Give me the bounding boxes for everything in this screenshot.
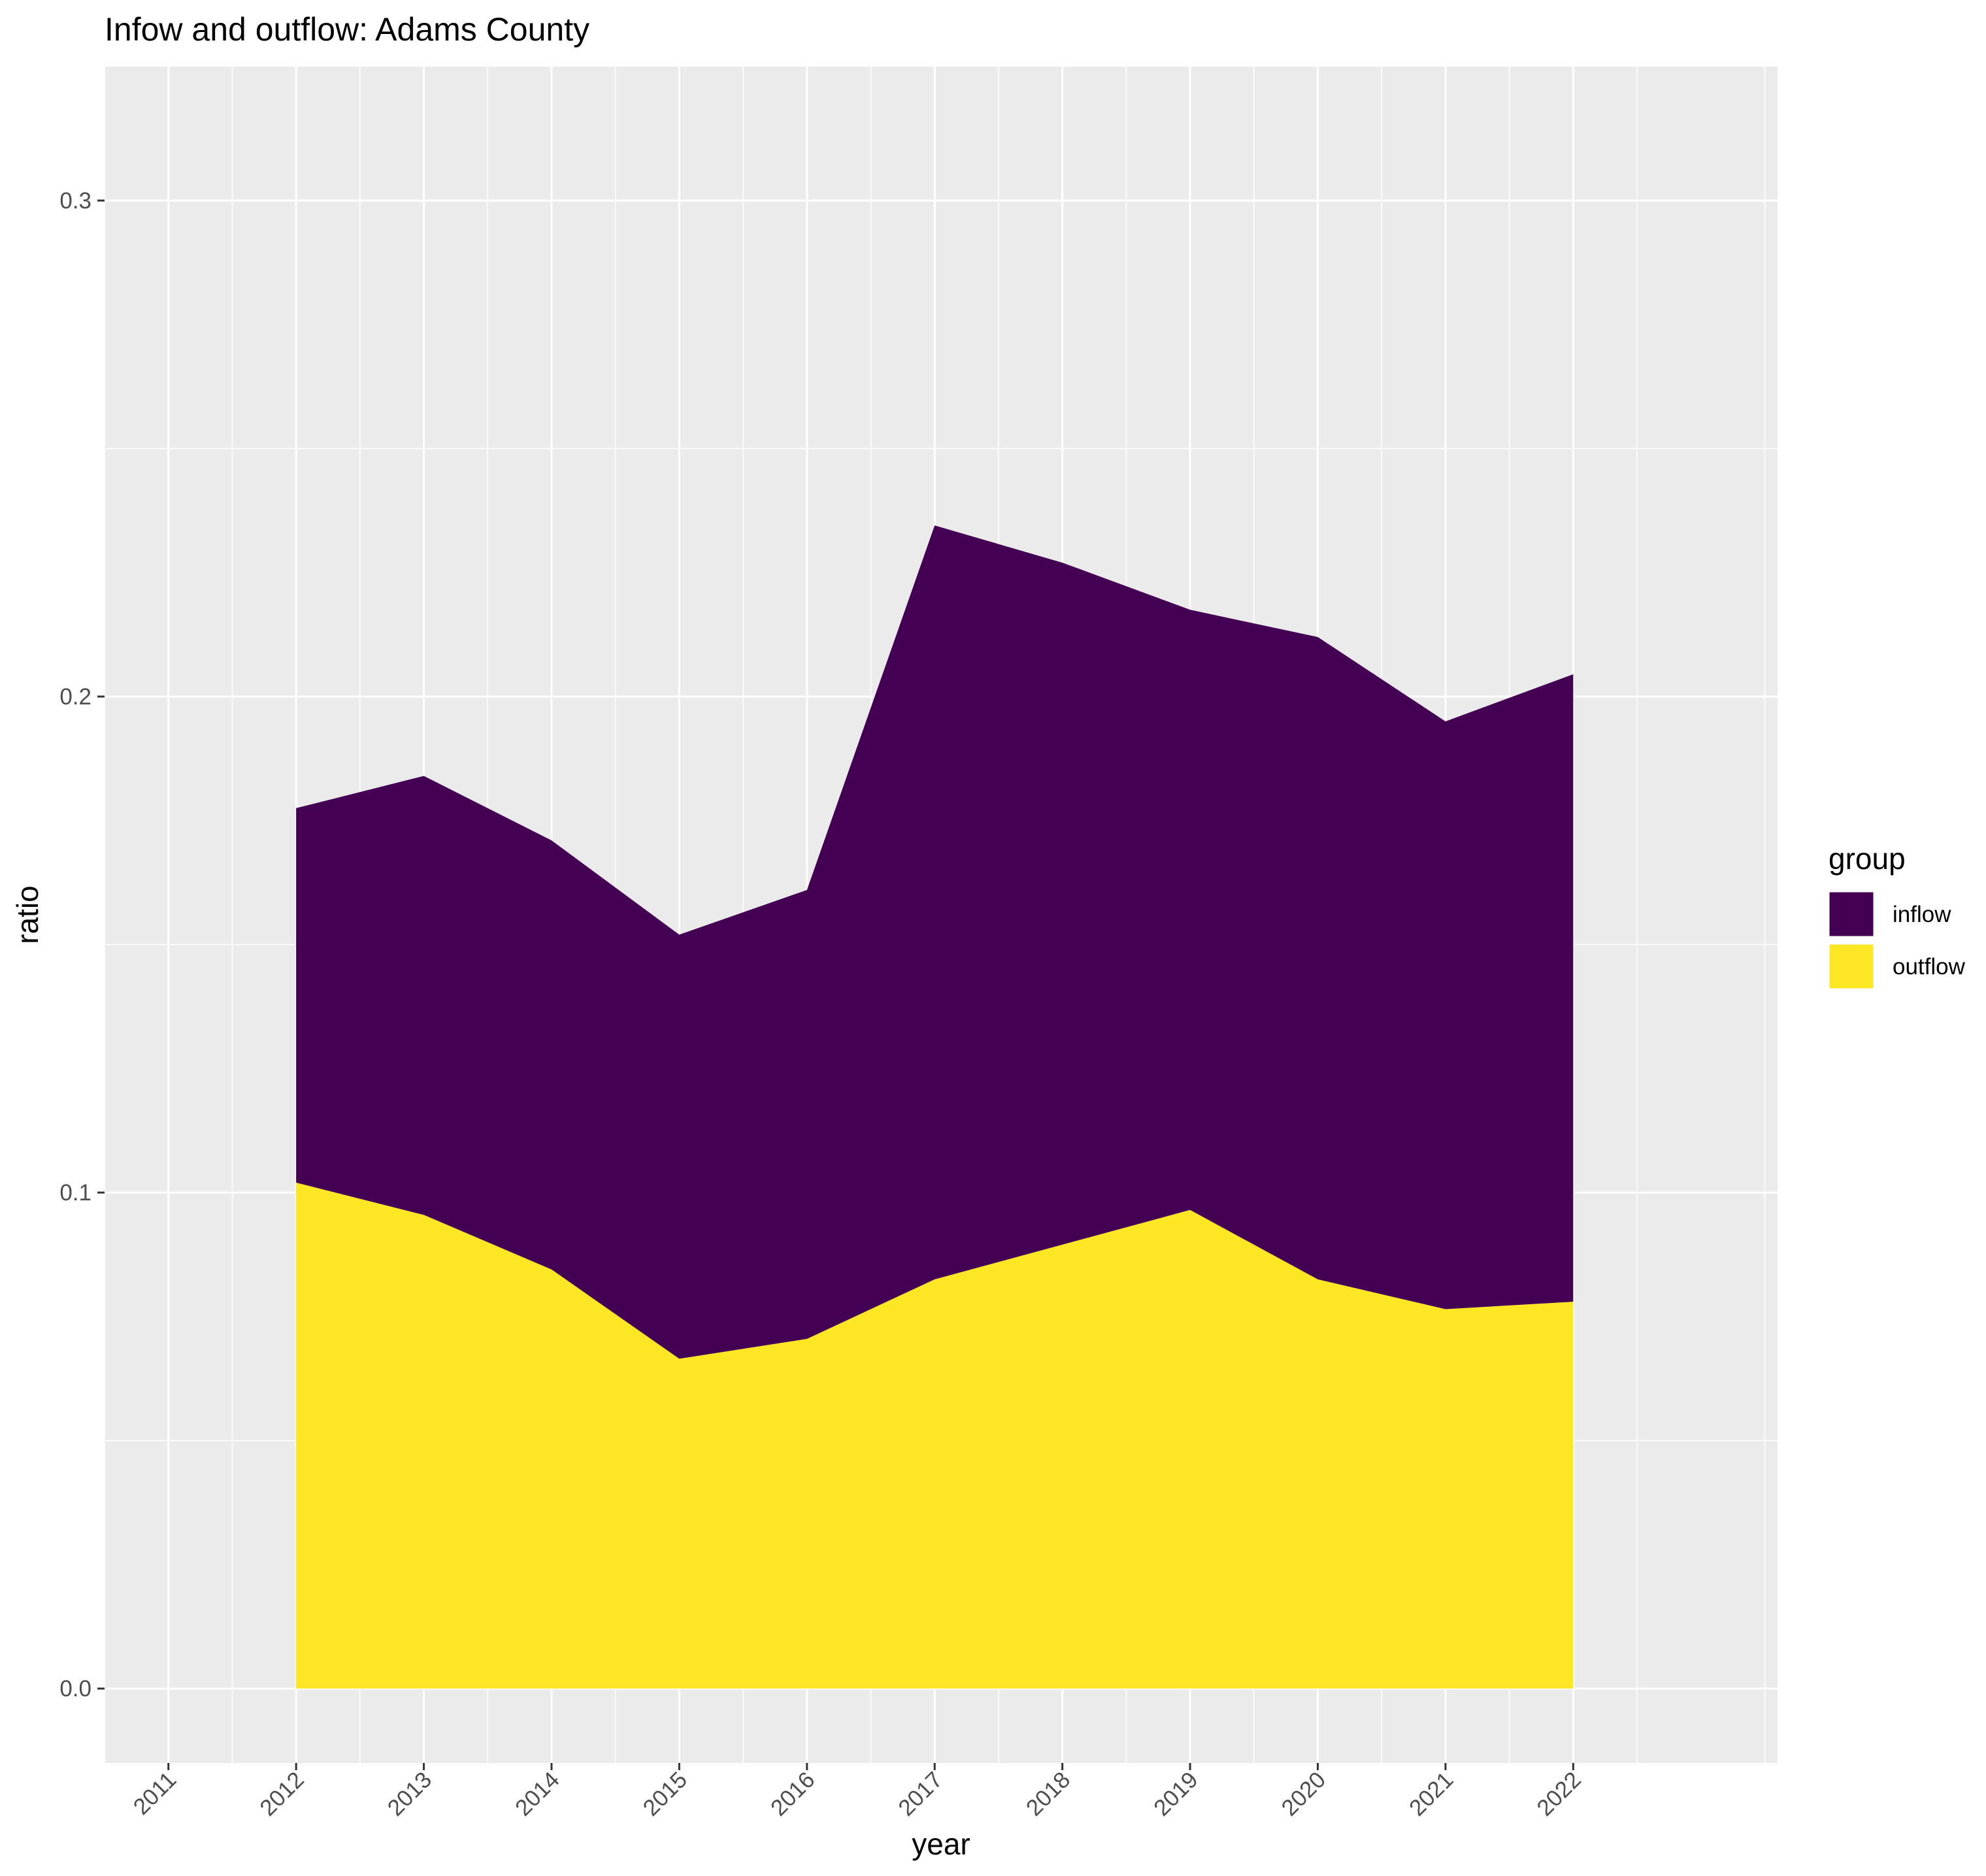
y-tick-label: 0.2 bbox=[59, 684, 91, 710]
legend-title: group bbox=[1829, 842, 1906, 876]
legend-label-outflow: outflow bbox=[1893, 954, 1966, 979]
x-tick-label: 2011 bbox=[129, 1767, 182, 1820]
x-tick-label: 2022 bbox=[1532, 1767, 1586, 1821]
y-tick-label: 0.1 bbox=[59, 1180, 91, 1206]
y-axis: 0.0 0.1 0.2 0.3 bbox=[59, 188, 105, 1702]
y-tick-label: 0.0 bbox=[59, 1676, 91, 1702]
x-axis-title: year bbox=[912, 1827, 970, 1861]
area-inflow bbox=[296, 525, 1574, 1359]
x-tick-label: 2020 bbox=[1277, 1767, 1331, 1821]
area-outflow bbox=[296, 1182, 1574, 1689]
x-tick-label: 2016 bbox=[766, 1767, 820, 1821]
legend-label-inflow: inflow bbox=[1893, 902, 1951, 927]
legend-key-outflow bbox=[1827, 942, 1876, 991]
x-tick-label: 2021 bbox=[1404, 1767, 1459, 1821]
y-tick-label: 0.3 bbox=[59, 188, 91, 214]
x-tick-label: 2012 bbox=[255, 1767, 309, 1821]
legend-key-inflow bbox=[1827, 890, 1876, 938]
x-tick-label: 2018 bbox=[1021, 1767, 1076, 1821]
x-axis: 2011 2012 2013 2014 2015 2016 2017 2018 2019 2020… bbox=[129, 1763, 1586, 1821]
x-tick-label: 2015 bbox=[638, 1767, 692, 1821]
x-tick-label: 2013 bbox=[383, 1767, 437, 1821]
y-axis-title: ratio bbox=[10, 885, 44, 944]
x-tick-label: 2017 bbox=[893, 1767, 948, 1821]
chart-title: Infow and outflow: Adams County bbox=[105, 11, 589, 48]
x-tick-label: 2019 bbox=[1149, 1767, 1203, 1821]
legend: group inflow outflow bbox=[1827, 842, 1966, 991]
x-tick-label: 2014 bbox=[510, 1767, 565, 1821]
areas bbox=[296, 525, 1574, 1689]
